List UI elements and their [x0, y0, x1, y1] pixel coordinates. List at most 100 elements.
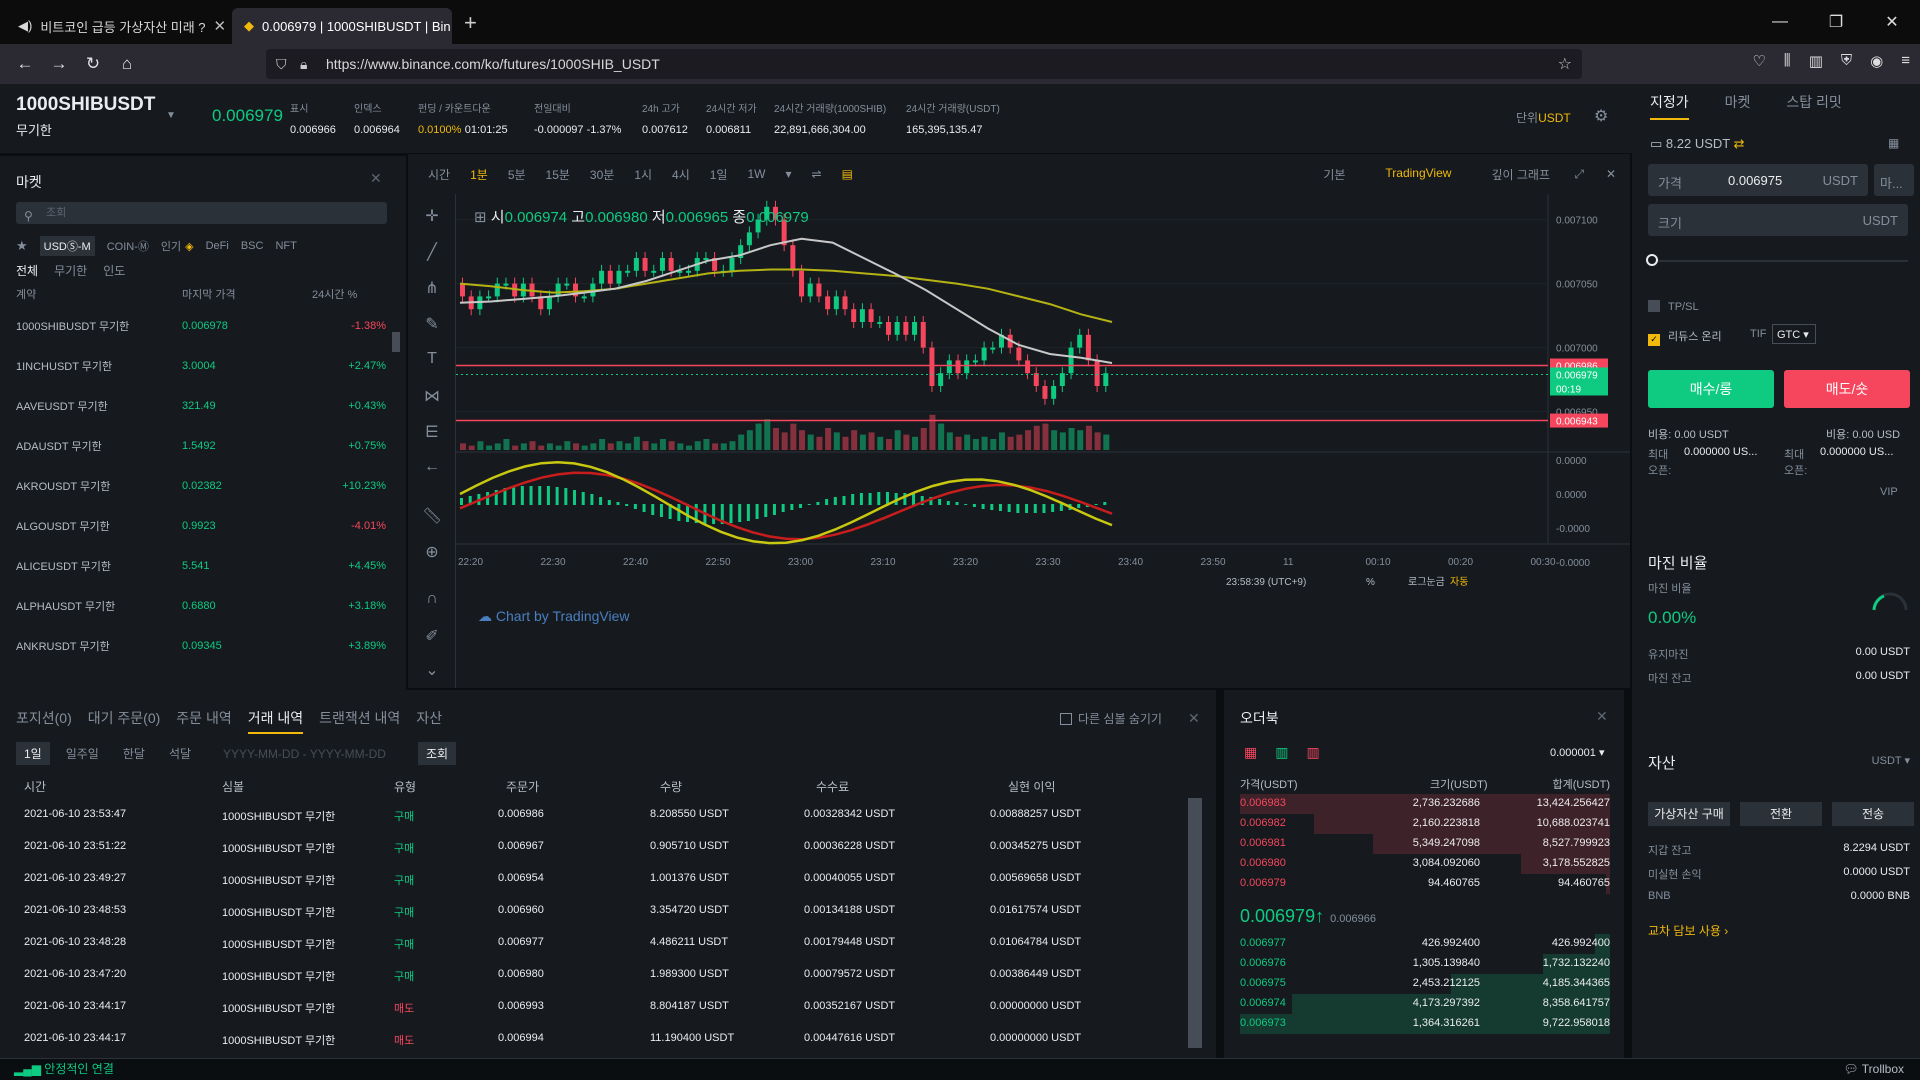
buy-long-button[interactable]: 매수/롱 [1648, 370, 1774, 408]
checkbox[interactable] [1648, 300, 1660, 312]
home-icon[interactable]: ⌂ [121, 54, 133, 73]
orderbook-row[interactable]: 0.006981 5,349.247098 8,527.799923 [1240, 834, 1610, 854]
tab-limit[interactable]: 지정가 [1650, 92, 1689, 120]
tif-select[interactable]: GTC ▾ [1772, 324, 1816, 344]
star-icon[interactable]: ★ [16, 238, 28, 253]
interval-1m[interactable]: 1분 [470, 167, 488, 182]
browser-tab-active[interactable]: ◆0.006979 | 1000SHIBUSDT | Bin✕ [232, 8, 452, 44]
cat-nft[interactable]: NFT [275, 240, 297, 252]
indicators-icon[interactable]: ▤ [841, 167, 853, 181]
buy-crypto-button[interactable]: 가상자산 구매 [1648, 802, 1730, 826]
chart-option[interactable]: 자동 [1450, 576, 1468, 588]
trendline-icon[interactable]: ╱ [427, 244, 437, 261]
market-row[interactable]: ALGOUSDT 무기한 0.9923 -4.01% [16, 506, 386, 546]
forward-icon[interactable]: → [50, 54, 68, 73]
date-range-input[interactable]: YYYY-MM-DD - YYYY-MM-DD [223, 746, 386, 761]
period-1w[interactable]: 일주일 [65, 747, 99, 761]
orderbook-row[interactable]: 0.006977 426.992400 426.992400 [1240, 934, 1610, 954]
prediction-icon[interactable]: ⋿ [425, 424, 439, 441]
checkbox[interactable] [1060, 713, 1072, 725]
scrollbar-thumb[interactable] [392, 332, 400, 352]
period-1m[interactable]: 한달 [122, 747, 145, 761]
extension-icon[interactable]: ⛨ [1840, 52, 1853, 69]
precision-select[interactable]: 0.000001 ▾ [1550, 747, 1605, 759]
period-3m[interactable]: 석달 [168, 747, 192, 761]
tab-positions[interactable]: 포지션(0) [16, 710, 72, 726]
orderbook-row[interactable]: 0.006973 1,364.316261 9,722.958018 [1240, 1014, 1610, 1034]
orderbook-row[interactable]: 0.006982 2,160.223818 10,688.023741 [1240, 814, 1610, 834]
chevron-down-icon[interactable]: ▼ [166, 110, 176, 121]
chart-option[interactable]: % [1366, 577, 1375, 588]
interval-4h[interactable]: 4시 [672, 167, 690, 182]
slider-handle[interactable] [1646, 254, 1658, 266]
col-change[interactable]: 24시간 % [312, 289, 358, 301]
expand-icon[interactable]: ⤢ [1574, 166, 1584, 181]
cross-collateral-link[interactable]: 교차 담보 사용 › [1648, 924, 1729, 938]
shield-icon[interactable]: ⛉ [276, 55, 287, 72]
view-depth[interactable]: 깊이 그래프 [1491, 167, 1550, 182]
cat-usdm[interactable]: USDⓈ-M [39, 236, 95, 256]
crosshair-icon[interactable]: ✛ [425, 208, 439, 225]
library-icon[interactable]: ⫼ [1783, 52, 1791, 69]
cat-hot[interactable]: 인기 [160, 241, 182, 253]
cat-bsc[interactable]: BSC [240, 240, 264, 252]
arrow-left-icon[interactable]: ← [424, 458, 440, 475]
interval-1h[interactable]: 1시 [634, 167, 653, 182]
back-icon[interactable]: ← [16, 54, 34, 73]
market-row[interactable]: AKROUSDT 무기한 0.02382 +10.23% [16, 466, 386, 506]
market-row[interactable]: ALICEUSDT 무기한 5.541 +4.45% [16, 546, 386, 586]
sell-short-button[interactable]: 매도/숏 [1784, 370, 1910, 408]
symbol-title[interactable]: 1000SHIBUSDT [16, 94, 156, 115]
col-last-price[interactable]: 마지막 가격 [182, 289, 236, 301]
lock-icon[interactable]: 🔒︎ [300, 55, 308, 72]
orderbook-row[interactable]: 0.006980 3,084.092060 3,178.552825 [1240, 854, 1610, 874]
close-window-icon[interactable]: ✕ [1885, 14, 1899, 31]
tab-transactions[interactable]: 트랜잭션 내역 [319, 710, 401, 726]
last-price-button[interactable]: 마... [1874, 164, 1914, 196]
market-row[interactable]: 1INCHUSDT 무기한 3.0004 +2.47% [16, 346, 386, 386]
orderbook-row[interactable]: 0.006979 94.460765 94.460765 [1240, 874, 1610, 894]
table-row[interactable]: 2021-06-10 23:47:20 1000SHIBUSDT 무기한 구매 0.0… [0, 968, 1190, 988]
chart-settings-icon[interactable]: ⇌ [811, 167, 822, 181]
brush-icon[interactable]: ✎ [425, 316, 439, 333]
cat-coinm[interactable]: COIN-Ⓜ [106, 241, 149, 253]
assets-currency-select[interactable]: USDT ▾ [1871, 755, 1910, 767]
close-icon[interactable]: ✕ [1188, 710, 1200, 726]
vip-link[interactable]: VIP [1880, 486, 1898, 498]
interval-1w[interactable]: 1W [747, 167, 766, 181]
layout-both-icon[interactable]: ▦ [1244, 744, 1258, 760]
close-icon[interactable]: ✕ [370, 170, 382, 186]
chart-option[interactable]: 로그눈금 [1408, 576, 1445, 588]
interval-5m[interactable]: 5분 [507, 167, 526, 182]
search-button[interactable]: 조회 [417, 742, 457, 765]
table-row[interactable]: 2021-06-10 23:53:47 1000SHIBUSDT 무기한 구매 0.0… [0, 808, 1190, 828]
account-icon[interactable]: ◉ [1870, 53, 1884, 70]
hide-other-symbols[interactable]: 다른 심볼 숨기기 [1060, 710, 1162, 727]
orderbook-row[interactable]: 0.006974 4,173.297392 8,358.641757 [1240, 994, 1610, 1014]
ruler-icon[interactable]: 📏︎ [422, 508, 443, 525]
table-row[interactable]: 2021-06-10 23:49:27 1000SHIBUSDT 무기한 구매 0.0… [0, 872, 1190, 892]
interval-1d[interactable]: 1일 [709, 167, 728, 182]
checkbox-checked[interactable]: ✓ [1648, 334, 1660, 346]
table-row[interactable]: 2021-06-10 23:44:17 1000SHIBUSDT 무기한 매도 0.0… [0, 1032, 1190, 1052]
reload-icon[interactable]: ↻ [85, 54, 101, 73]
market-search-input[interactable]: ⚲ 조회 [16, 202, 387, 224]
browser-tab[interactable]: ◀) 비트코인 급등 가상자산 미래 ? ✕ [6, 8, 226, 44]
tab-trade-history[interactable]: 거래 내역 [247, 708, 304, 734]
tab-order-history[interactable]: 주문 내역 [176, 710, 232, 726]
view-tradingview[interactable]: TradingView [1385, 165, 1452, 180]
market-row[interactable]: ADAUSDT 무기한 1.5492 +0.75% [16, 426, 386, 466]
price-input[interactable]: 가격 0.006975 USDT [1648, 164, 1868, 196]
pitchfork-icon[interactable]: ⋔ [425, 280, 439, 297]
period-1d[interactable]: 1일 [16, 742, 50, 765]
sidebar-icon[interactable]: ▥ [1808, 53, 1823, 70]
tab-open-orders[interactable]: 대기 주문(0) [87, 710, 161, 726]
market-row[interactable]: ANKRUSDT 무기한 0.09345 +3.89% [16, 626, 386, 666]
scrollbar[interactable] [1188, 798, 1202, 1048]
lock-drawing-icon[interactable]: ✐ [425, 628, 439, 645]
address-bar[interactable]: ⛉ 🔒︎ https://www.binance.com/ko/futures/… [266, 49, 1582, 79]
menu-icon[interactable]: ≡ [1901, 52, 1910, 69]
layout-bids-icon[interactable]: ▥ [1275, 744, 1289, 760]
table-row[interactable]: 2021-06-10 23:51:22 1000SHIBUSDT 무기한 구매 0.0… [0, 840, 1190, 860]
interval-30m[interactable]: 30분 [589, 167, 615, 182]
